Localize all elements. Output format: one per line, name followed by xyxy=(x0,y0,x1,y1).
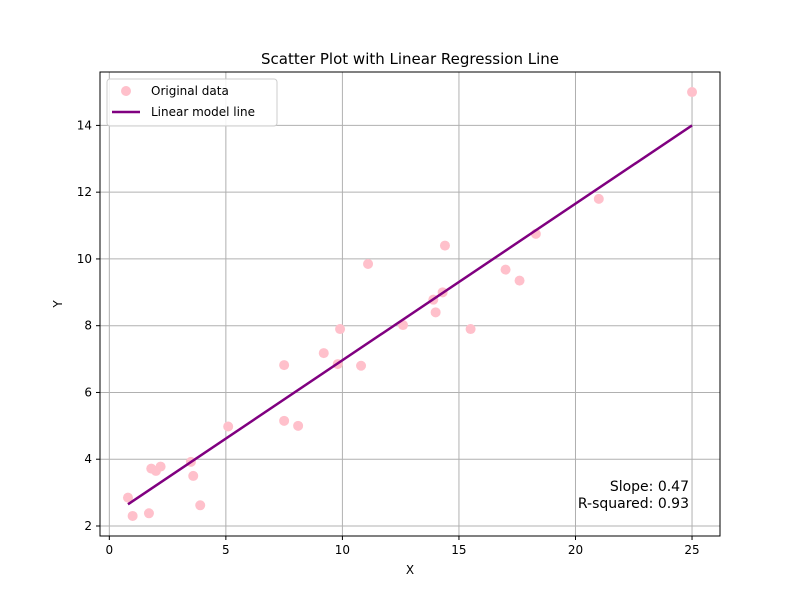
chart-title: Scatter Plot with Linear Regression Line xyxy=(261,50,559,68)
data-point xyxy=(514,275,525,286)
x-tick-label: 15 xyxy=(451,543,466,557)
data-point xyxy=(279,360,290,371)
x-tick-label: 10 xyxy=(335,543,350,557)
data-point xyxy=(127,510,138,521)
tick-layer: 0 5 10 15 20 25 2 4 6 8 10 12 14 xyxy=(77,118,700,557)
y-axis-label: Y xyxy=(51,300,65,309)
y-tick-label: 14 xyxy=(77,118,92,132)
data-point xyxy=(593,193,604,204)
y-tick-label: 10 xyxy=(77,252,92,266)
legend-box xyxy=(106,78,278,127)
data-point xyxy=(223,421,234,432)
data-point xyxy=(155,461,166,472)
data-point xyxy=(500,264,511,275)
data-point xyxy=(465,324,476,335)
legend-label-original-data: Original data xyxy=(151,84,229,98)
data-point xyxy=(293,420,304,431)
data-point xyxy=(687,87,698,98)
series-layer xyxy=(122,87,698,521)
data-point xyxy=(318,348,329,359)
r-squared-annotation: R-squared: 0.93 xyxy=(578,496,689,512)
data-point xyxy=(335,324,346,335)
slope-annotation: Slope: 0.47 xyxy=(610,479,689,495)
y-tick-label: 2 xyxy=(84,519,92,533)
data-point xyxy=(188,470,199,481)
data-point xyxy=(279,415,290,426)
y-tick-label: 12 xyxy=(77,185,92,199)
regression-line xyxy=(127,124,693,506)
x-tick-label: 25 xyxy=(684,543,699,557)
y-tick-label: 4 xyxy=(84,452,92,466)
y-tick-label: 6 xyxy=(84,385,92,399)
legend-label-linear-model-line: Linear model line xyxy=(151,105,255,119)
plot-frame xyxy=(99,71,721,537)
x-tick-label: 0 xyxy=(106,543,114,557)
legend-marker-original-data xyxy=(121,86,131,96)
x-tick-label: 20 xyxy=(568,543,583,557)
data-point xyxy=(356,360,367,371)
data-point xyxy=(143,508,154,519)
data-point xyxy=(430,307,441,318)
data-point xyxy=(195,500,206,511)
y-tick-label: 8 xyxy=(84,319,92,333)
x-tick-label: 5 xyxy=(222,543,230,557)
legend: Original data Linear model line xyxy=(106,78,278,127)
data-point xyxy=(439,240,450,251)
data-point xyxy=(363,258,374,269)
x-axis-label: X xyxy=(406,563,414,577)
data-point xyxy=(122,492,133,503)
grid-layer xyxy=(100,72,720,536)
